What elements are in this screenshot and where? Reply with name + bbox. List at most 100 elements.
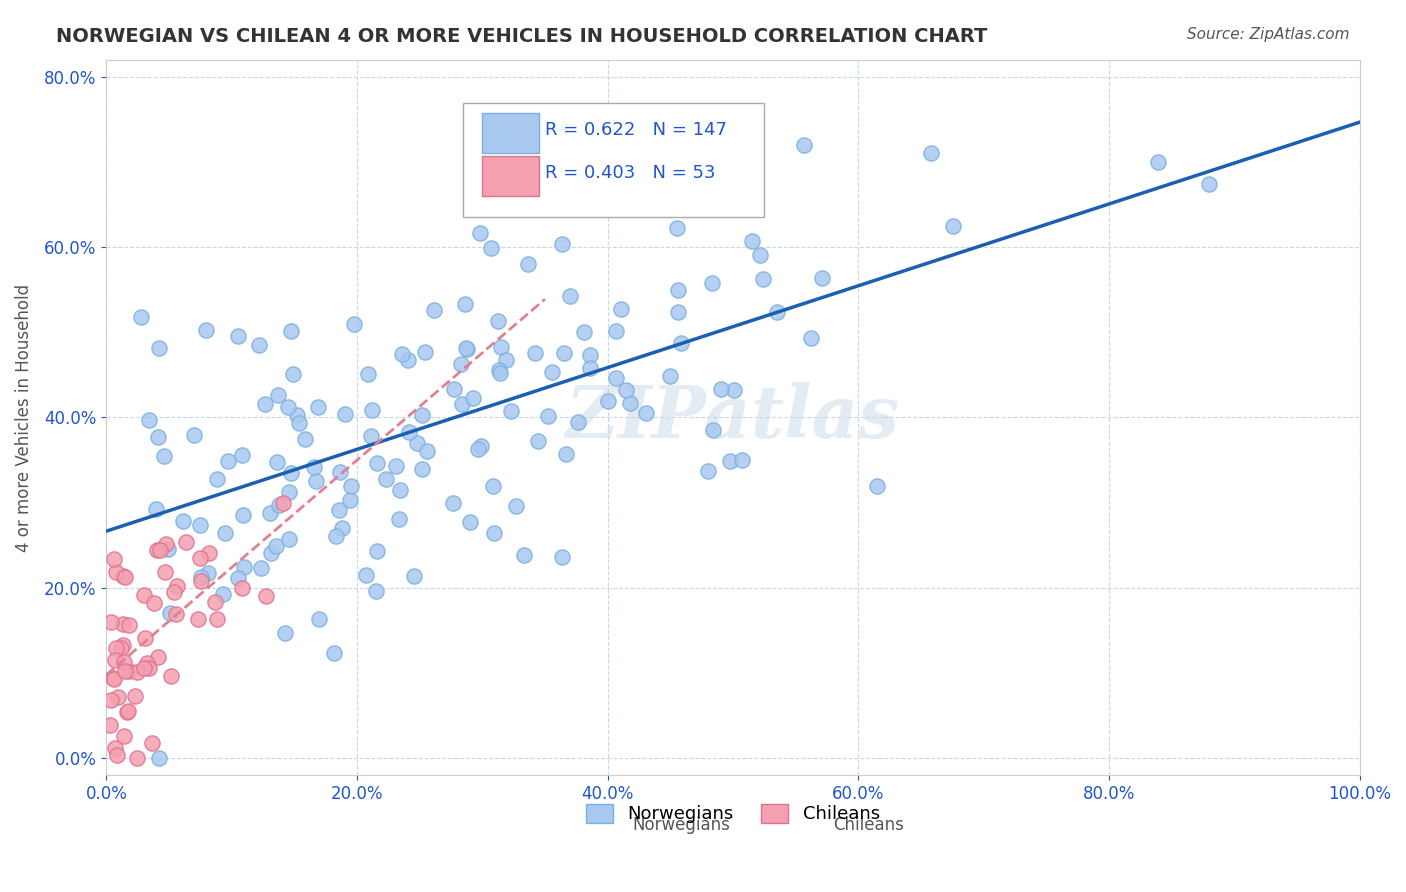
Point — [125, 751, 148, 765]
Point — [125, 665, 148, 679]
Point — [160, 669, 183, 683]
Point — [441, 495, 464, 509]
Point — [101, 672, 124, 686]
Point — [226, 571, 249, 585]
Point — [103, 552, 125, 566]
Point — [204, 595, 226, 609]
Point — [114, 664, 136, 678]
Point — [482, 525, 505, 540]
Point — [138, 413, 160, 427]
Point — [800, 331, 823, 345]
FancyBboxPatch shape — [464, 103, 765, 217]
Point — [328, 503, 350, 517]
Point — [405, 436, 427, 450]
Point — [207, 612, 229, 626]
Point — [231, 449, 253, 463]
Point — [132, 588, 155, 602]
Point — [187, 612, 209, 626]
FancyBboxPatch shape — [482, 113, 538, 153]
Point — [148, 751, 170, 765]
Point — [450, 357, 472, 371]
Point — [148, 649, 170, 664]
Point — [360, 429, 382, 443]
Point — [117, 704, 139, 718]
Point — [115, 705, 138, 719]
Text: Source: ZipAtlas.com: Source: ZipAtlas.com — [1187, 27, 1350, 42]
Point — [138, 661, 160, 675]
Point — [146, 542, 169, 557]
Point — [458, 516, 481, 530]
Point — [388, 483, 411, 498]
Point — [467, 442, 489, 457]
Point — [332, 521, 354, 535]
Point — [454, 297, 477, 311]
Point — [118, 617, 141, 632]
FancyBboxPatch shape — [482, 156, 538, 195]
Point — [489, 340, 512, 354]
Point — [288, 416, 311, 430]
Point — [197, 566, 219, 580]
Point — [610, 302, 633, 317]
Point — [159, 606, 181, 620]
Point — [134, 632, 156, 646]
Point — [132, 661, 155, 675]
Point — [231, 582, 253, 596]
Point — [105, 747, 128, 762]
Point — [285, 409, 308, 423]
Point — [112, 569, 135, 583]
Point — [260, 546, 283, 560]
Point — [551, 549, 574, 564]
Point — [100, 693, 122, 707]
Point — [741, 234, 763, 248]
Point — [1146, 155, 1168, 169]
Point — [666, 304, 689, 318]
Point — [277, 484, 299, 499]
Point — [489, 366, 512, 380]
Point — [264, 539, 287, 553]
Point — [145, 502, 167, 516]
Point — [723, 384, 745, 398]
Point — [574, 325, 596, 339]
Point — [605, 371, 627, 385]
Point — [107, 690, 129, 704]
Text: Norwegians: Norwegians — [633, 816, 731, 834]
Point — [731, 452, 754, 467]
Text: Chileans: Chileans — [834, 816, 904, 834]
Point — [267, 498, 290, 512]
Point — [212, 587, 235, 601]
Point — [634, 406, 657, 420]
Point — [155, 536, 177, 550]
Point — [163, 585, 186, 599]
Point — [148, 342, 170, 356]
Point — [153, 565, 176, 579]
Point — [461, 392, 484, 406]
Point — [388, 512, 411, 526]
Point — [533, 153, 555, 167]
Point — [554, 447, 576, 461]
Point — [710, 382, 733, 396]
Point — [702, 277, 724, 291]
Point — [198, 546, 221, 560]
Point — [357, 367, 380, 381]
Point — [217, 454, 239, 468]
Point — [482, 479, 505, 493]
Point — [172, 514, 194, 528]
Point — [100, 615, 122, 629]
Point — [702, 423, 724, 437]
Point — [114, 569, 136, 583]
Point — [499, 404, 522, 418]
Point — [523, 345, 546, 359]
Point — [567, 415, 589, 429]
Point — [274, 626, 297, 640]
Point — [553, 345, 575, 359]
Point — [340, 479, 363, 493]
Point — [280, 466, 302, 480]
Point — [146, 430, 169, 444]
Point — [156, 541, 179, 556]
Point — [232, 559, 254, 574]
Point — [250, 561, 273, 575]
Point — [579, 347, 602, 361]
Point — [411, 408, 433, 422]
Point — [322, 646, 344, 660]
Point — [339, 493, 361, 508]
